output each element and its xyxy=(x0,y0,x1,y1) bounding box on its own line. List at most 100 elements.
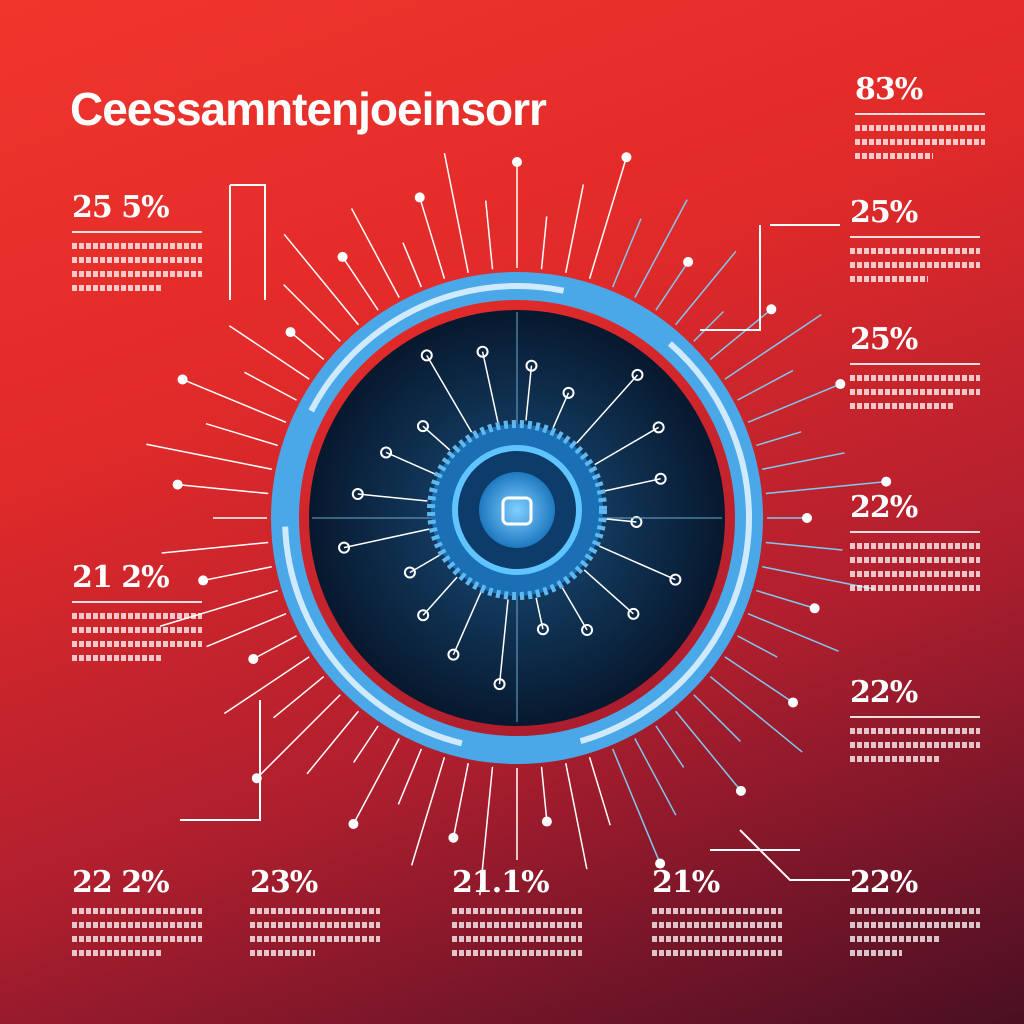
spoke-line xyxy=(244,371,297,401)
connector-line xyxy=(229,184,266,300)
stat-bottom-3: 21% xyxy=(652,865,782,964)
inner-spoke xyxy=(594,426,660,466)
inner-node xyxy=(447,648,460,661)
spoke-dot xyxy=(766,304,777,315)
inner-node xyxy=(631,368,644,381)
spoke-dot xyxy=(809,603,820,614)
spoke-line xyxy=(655,725,685,768)
stat-right-4: 22% xyxy=(850,490,980,599)
connector-lines xyxy=(146,152,892,896)
spoke-line xyxy=(611,748,661,864)
spoke-line xyxy=(182,378,287,424)
spoke-line xyxy=(540,766,548,822)
spoke-line xyxy=(283,233,359,326)
spoke-line xyxy=(765,480,887,495)
spoke-line xyxy=(675,250,737,326)
spoke-line xyxy=(410,757,446,866)
page-title: Ceessamntenjoeinsorr xyxy=(70,83,547,135)
inner-spoke xyxy=(498,599,509,685)
spoke-line xyxy=(290,331,325,360)
inner-spokes xyxy=(312,312,722,722)
spoke-dot xyxy=(337,251,348,262)
spoke-line xyxy=(565,184,585,273)
inner-spoke xyxy=(583,569,634,615)
spoke-dot xyxy=(802,513,812,523)
spoke-line xyxy=(765,541,843,551)
spoke-line xyxy=(724,314,822,380)
stat-bottom-2: 21.1% xyxy=(452,865,582,964)
inner-spoke xyxy=(525,365,533,421)
spoke-line xyxy=(283,284,341,342)
inner-node xyxy=(351,488,364,501)
spoke-line xyxy=(756,431,802,447)
spoke-dot xyxy=(541,816,552,827)
inner-node xyxy=(536,623,549,636)
spoke-line xyxy=(588,757,611,826)
spoke-line xyxy=(306,710,359,775)
spoke-dot xyxy=(414,192,425,203)
spoke-dot xyxy=(448,832,459,843)
spoke-line xyxy=(693,310,725,342)
stat-left-2: 21 2% xyxy=(72,560,202,669)
inner-spoke xyxy=(599,545,676,581)
spoke-line xyxy=(352,738,400,825)
spoke-line xyxy=(205,422,278,447)
inner-node xyxy=(380,446,393,459)
inner-spoke xyxy=(422,425,451,451)
spoke-line xyxy=(402,242,423,288)
spoke-line xyxy=(256,694,341,779)
stat-left-3: 22 2% xyxy=(72,865,202,964)
spoke-dot xyxy=(835,379,846,390)
spoke-line xyxy=(484,200,494,270)
spoke-line xyxy=(709,676,803,753)
spoke-line xyxy=(675,710,742,792)
spoke-line xyxy=(756,589,815,609)
spoke-line xyxy=(565,763,588,870)
stat-right-1: 83% xyxy=(855,72,985,167)
spoke-line xyxy=(634,738,677,816)
spoke-line xyxy=(747,383,841,424)
spoke-line xyxy=(709,308,772,360)
stat-right-6: 22% xyxy=(850,865,980,964)
connector-line xyxy=(180,700,850,881)
spoke-line xyxy=(419,197,446,279)
spoke-line xyxy=(693,694,741,742)
stat-right-3: 25% xyxy=(850,322,980,417)
spoke-line xyxy=(203,566,272,582)
spoke-line xyxy=(273,676,325,719)
inner-node xyxy=(338,541,351,554)
spoke-line xyxy=(353,725,379,763)
spoke-line xyxy=(443,153,469,273)
inner-spoke xyxy=(452,592,482,655)
spoke-dot xyxy=(248,653,259,664)
inner-node xyxy=(652,421,665,434)
spoke-line xyxy=(159,589,278,627)
stat-right-5: 22% xyxy=(850,675,980,770)
spoke-line xyxy=(655,261,689,311)
spoke-line xyxy=(762,452,845,470)
spoke-dot xyxy=(621,152,632,163)
inner-node xyxy=(420,349,433,362)
inner-spoke xyxy=(422,576,458,616)
connector-line xyxy=(700,224,840,331)
inner-spoke xyxy=(604,478,661,492)
spoke-dot xyxy=(348,819,359,830)
gear-hub-icon xyxy=(479,472,555,548)
inner-node xyxy=(562,386,575,399)
spoke-dot xyxy=(198,575,209,586)
spoke-dot xyxy=(788,697,799,708)
spoke-line xyxy=(223,656,310,715)
spoke-line xyxy=(479,766,494,896)
inner-spoke xyxy=(481,351,499,423)
stat-left-1: 25 5% xyxy=(72,190,202,299)
stat-bottom-1: 23% xyxy=(250,865,380,964)
spoke-dot xyxy=(655,858,666,869)
spoke-dot xyxy=(177,374,188,385)
spoke-line xyxy=(252,635,297,660)
stat-right-2: 25% xyxy=(850,195,980,290)
spoke-line xyxy=(350,208,400,298)
inner-node xyxy=(403,566,416,579)
spoke-line xyxy=(177,483,269,495)
inner-spoke xyxy=(357,493,428,502)
inner-node xyxy=(669,573,682,586)
